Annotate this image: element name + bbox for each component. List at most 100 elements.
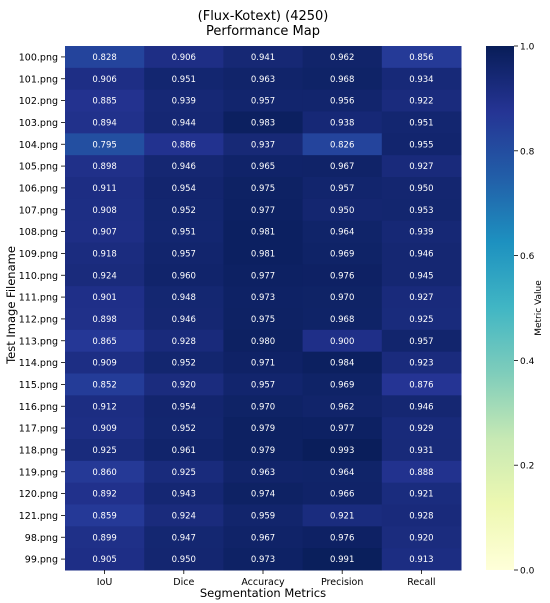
heatmap-cell [302, 46, 383, 69]
heatmap-cell [144, 460, 224, 484]
cell-value: 0.920 [409, 533, 433, 543]
cell-value: 0.956 [330, 97, 354, 107]
cell-value: 0.928 [409, 511, 433, 521]
chart-title-line2: Performance Map [206, 24, 320, 39]
cell-value: 0.924 [92, 271, 116, 281]
row-tick-label: 104.png [19, 140, 58, 151]
cell-value: 0.918 [92, 249, 116, 259]
heatmap-cell [65, 133, 145, 156]
heatmap-cell [223, 111, 304, 134]
cell-value: 0.973 [251, 555, 275, 565]
heatmap-cell [144, 242, 224, 265]
heatmap-cell [223, 439, 304, 462]
heatmap-cell [381, 177, 462, 200]
heatmap-cell [223, 155, 304, 178]
cell-value: 0.977 [251, 271, 275, 281]
cell-value: 0.912 [92, 402, 116, 412]
row-tick-label: 113.png [19, 336, 58, 347]
row-tick-label: 121.png [19, 511, 58, 522]
heatmap-cell [65, 89, 145, 112]
heatmap-cell [302, 242, 383, 265]
heatmap-cell [302, 308, 383, 331]
heatmap-cell [302, 111, 383, 134]
cell-value: 0.906 [92, 75, 116, 85]
cell-value: 0.909 [92, 424, 116, 434]
heatmap-cell [144, 351, 224, 374]
heatmap-cell [65, 198, 145, 222]
heatmap-cell [302, 89, 383, 112]
heatmap-cell [144, 526, 224, 549]
heatmap-cell [144, 373, 224, 396]
cell-value: 0.927 [409, 162, 433, 172]
heatmap-cell [223, 242, 304, 265]
cell-value: 0.977 [330, 424, 354, 434]
cell-value: 0.965 [251, 162, 275, 172]
heatmap-cell [302, 220, 383, 243]
cell-value: 0.975 [251, 184, 275, 194]
colorbar-tick-label: 0.8 [520, 147, 535, 157]
cell-value: 0.951 [172, 75, 196, 85]
cell-value: 0.970 [330, 293, 354, 303]
cell-value: 0.946 [409, 249, 433, 259]
cell-value: 0.957 [251, 97, 275, 107]
heatmap-cell [381, 220, 462, 243]
heatmap-cell [223, 526, 304, 549]
cell-value: 0.947 [172, 533, 196, 543]
heatmap-cell [144, 133, 224, 156]
heatmap-cell [381, 439, 462, 462]
row-tick-label: 110.png [19, 271, 58, 282]
row-tick-label: 103.png [19, 118, 58, 129]
cell-value: 0.944 [172, 118, 196, 128]
heatmap-cell [381, 417, 462, 440]
colorbar-tick-label: 0.0 [520, 567, 535, 577]
heatmap-cell [65, 308, 145, 331]
cell-value: 0.923 [409, 359, 433, 369]
heatmap-cell [223, 548, 304, 571]
heatmap-cell [302, 264, 383, 287]
column-tick-label: Dice [173, 577, 194, 588]
cell-value: 0.929 [409, 424, 433, 434]
heatmap-cell [65, 417, 145, 440]
heatmap-cell [144, 286, 224, 309]
heatmap-cell [144, 155, 224, 178]
heatmap-cell [65, 526, 145, 549]
cell-value: 0.961 [172, 446, 196, 456]
cell-value: 0.898 [92, 315, 116, 325]
cell-value: 0.969 [330, 249, 354, 259]
cell-value: 0.974 [251, 490, 275, 500]
heatmap-cell [381, 526, 462, 549]
cell-value: 0.962 [330, 53, 354, 63]
heatmap-cell [302, 548, 383, 571]
heatmap-cell [381, 460, 462, 484]
cell-value: 0.925 [409, 315, 433, 325]
cell-value: 0.976 [330, 533, 354, 543]
heatmap-cell [302, 133, 383, 156]
cell-value: 0.962 [330, 402, 354, 412]
cell-value-labels: 0.828 0.906 0.941 0.962 0.856 0.906 0.951 0.963… [92, 53, 433, 565]
heatmap-cell [381, 242, 462, 265]
column-tick-label: Recall [407, 577, 435, 588]
cell-value: 0.963 [251, 75, 275, 85]
cell-value: 0.911 [92, 184, 116, 194]
heatmap-cell [302, 155, 383, 178]
heatmap-cell [223, 504, 304, 527]
cell-value: 0.951 [409, 118, 433, 128]
cell-value: 0.950 [172, 555, 196, 565]
cell-value: 0.959 [251, 511, 275, 521]
heatmap-cells [65, 46, 462, 571]
heatmap-cell [144, 395, 224, 418]
cell-value: 0.859 [92, 511, 116, 521]
cell-value: 0.927 [409, 293, 433, 303]
heatmap-cell [381, 155, 462, 178]
cell-value: 0.885 [92, 97, 116, 107]
heatmap-cell [144, 504, 224, 527]
cell-value: 0.937 [251, 140, 275, 150]
cell-value: 0.964 [330, 468, 354, 478]
cell-value: 0.950 [330, 206, 354, 216]
heatmap-cell [381, 67, 462, 91]
heatmap-cell [144, 67, 224, 91]
cell-value: 0.979 [251, 446, 275, 456]
cell-value: 0.967 [330, 162, 354, 172]
heatmap-cell [223, 286, 304, 309]
heatmap-cell [381, 133, 462, 156]
